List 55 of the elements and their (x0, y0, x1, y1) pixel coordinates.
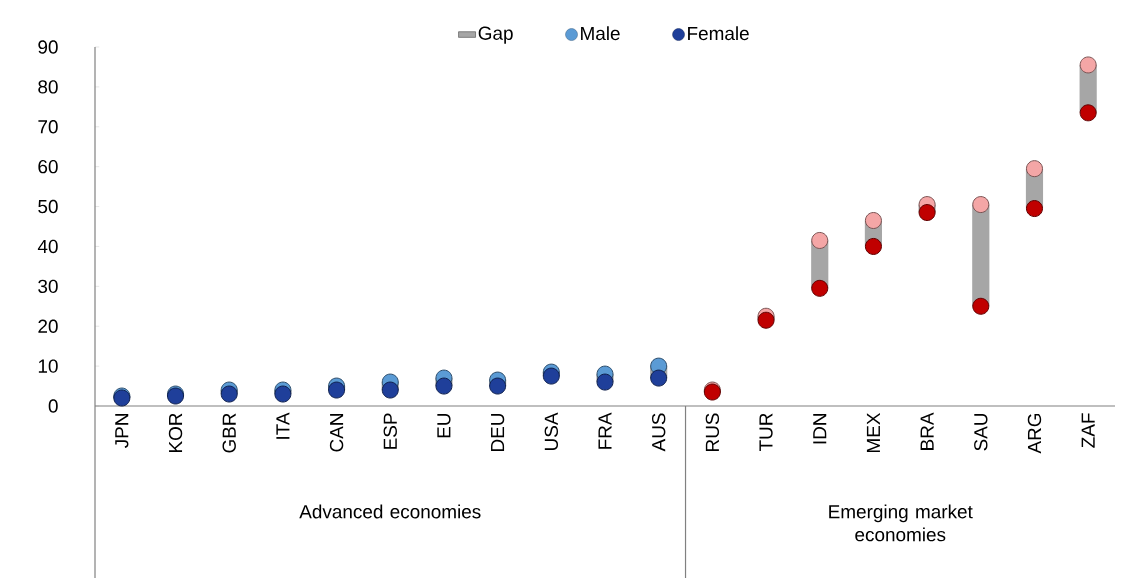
point (918, 204, 936, 222)
point (328, 381, 346, 399)
y-tick-label: 10 (38, 359, 58, 373)
x-tick-label: RUS (705, 413, 720, 451)
legend-label: Gap (478, 26, 513, 44)
x-tick-label: USA (544, 412, 559, 450)
point (1079, 104, 1097, 122)
point (1025, 200, 1043, 218)
x-tick-label: ARG (1027, 413, 1042, 454)
y-tick-label: 20 (38, 319, 58, 333)
point (650, 369, 668, 387)
x-tick-label: FRA (598, 412, 612, 449)
legend-label: Male (581, 26, 620, 41)
x-tick-label: CAN (329, 414, 344, 452)
point (757, 311, 775, 329)
point (811, 231, 829, 249)
point (381, 381, 399, 399)
point (220, 385, 238, 403)
x-tick-label: KOR (168, 413, 183, 452)
point (274, 385, 292, 403)
point (489, 377, 507, 395)
x-tick-label: DEU (491, 413, 505, 451)
point (864, 212, 882, 230)
point (542, 367, 560, 385)
x-tick-label: TUR (759, 413, 773, 451)
y-tick-label: 70 (38, 120, 58, 134)
x-tick-label: ESP (383, 413, 397, 449)
x-tick-label: AUS (651, 413, 666, 452)
x-tick-label: JPN (115, 414, 129, 448)
x-tick-label: GBR (222, 413, 236, 453)
y-tick-label: 40 (37, 239, 58, 254)
point (811, 279, 829, 297)
x-tick-label: BRA (920, 412, 934, 450)
x-tick-label: ITA (276, 412, 290, 439)
x-tick-label: IDN (813, 414, 827, 444)
y-tick-label: 80 (38, 80, 58, 94)
legend-label: Female (688, 26, 749, 41)
x-tick-label: MEX (866, 412, 880, 452)
point (435, 377, 453, 395)
text: Advanced economies (299, 504, 481, 519)
point (864, 237, 882, 255)
y-tick-label: 90 (38, 40, 58, 54)
y-tick-label: 50 (38, 199, 58, 214)
y-tick-label: 30 (38, 279, 58, 294)
text: Emerging market economies (829, 504, 973, 542)
point (972, 297, 990, 315)
x-tick-label: ZAF (1081, 413, 1095, 448)
y-tick-label: 0 (48, 399, 58, 413)
point (972, 196, 990, 214)
x-tick-label: SAU (974, 413, 988, 451)
y-tick-label: 60 (38, 159, 58, 174)
point (596, 373, 614, 391)
point (1025, 160, 1043, 178)
x-tick-label: EU (437, 413, 451, 438)
point (1079, 56, 1097, 74)
